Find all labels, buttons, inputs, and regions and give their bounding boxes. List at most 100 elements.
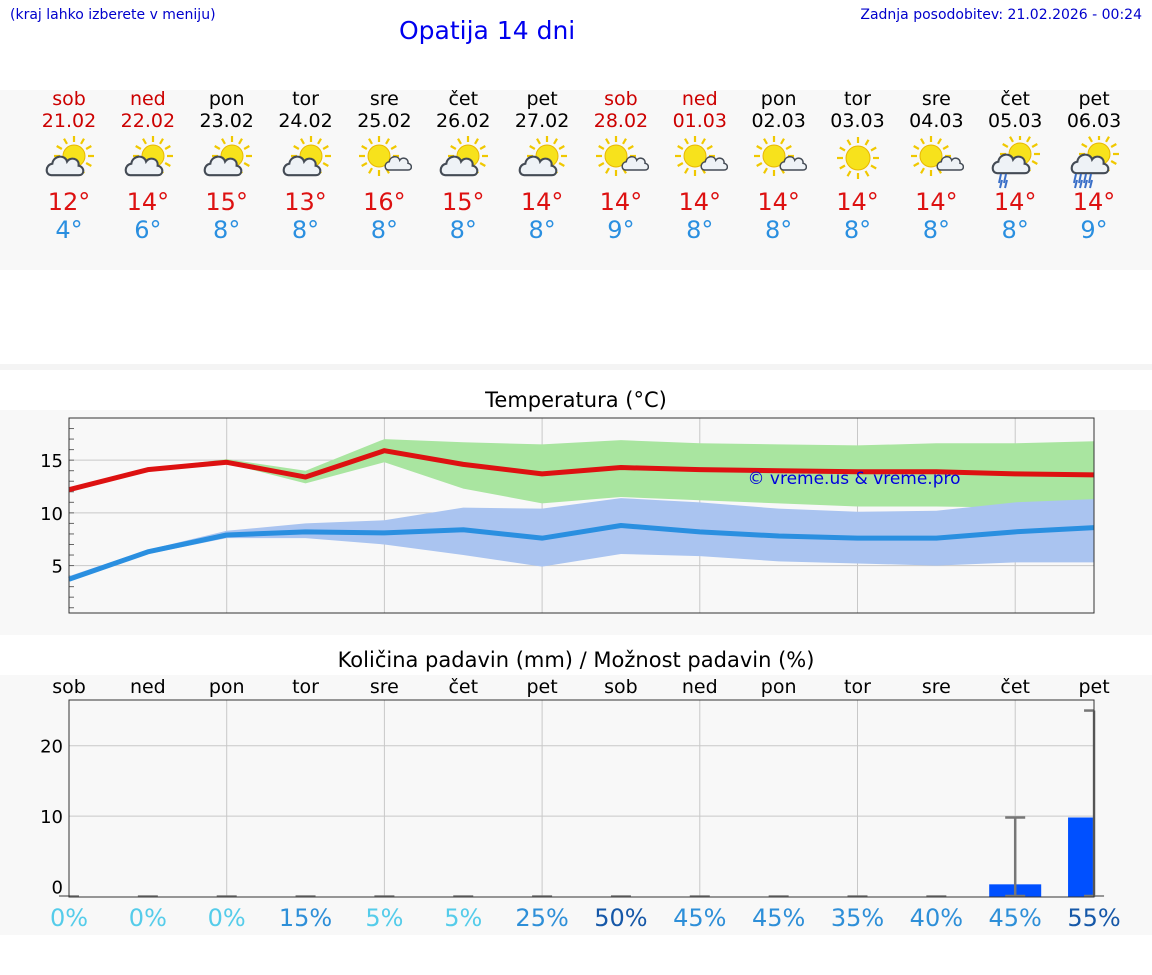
- rain-drops: [998, 173, 1009, 189]
- min-temperature: 8°: [291, 216, 320, 244]
- precip-day-label: sre: [921, 676, 951, 698]
- precip-probability: 40%: [909, 904, 964, 932]
- sun-small-cloud-icon: [753, 136, 807, 176]
- day-date: 03.03: [830, 110, 885, 132]
- min-temperature: 8°: [686, 216, 714, 244]
- sun-cloud-icon: [203, 136, 252, 177]
- day-name: sob: [604, 88, 638, 110]
- max-temperature: 14°: [915, 188, 958, 216]
- day-date: 21.02: [41, 110, 97, 132]
- max-temperature: 13°: [284, 188, 327, 216]
- temperature-chart-title: Temperatura (°C): [485, 388, 667, 412]
- sun-cloud-icon: [282, 136, 331, 177]
- precip-probability: 35%: [830, 904, 885, 932]
- sun-icon: [836, 137, 879, 179]
- day-date: 05.03: [987, 110, 1043, 132]
- min-temperature: 8°: [528, 216, 556, 244]
- precip-probability: 0%: [207, 904, 246, 932]
- max-temperature: 14°: [520, 188, 564, 216]
- min-temperature: 9°: [607, 216, 635, 244]
- day-name: čet: [448, 88, 479, 110]
- day-date: 26.02: [436, 110, 491, 132]
- sun-cloud-icon: [124, 136, 173, 177]
- page-title: Opatija 14 dni: [399, 16, 576, 45]
- cloud-shape: [700, 156, 728, 171]
- day-name: ned: [681, 88, 718, 110]
- forecast-day: tor 24.02 13° 8°: [266, 88, 346, 244]
- cloud-shape: [621, 156, 649, 171]
- cloud-shape: [384, 156, 413, 171]
- max-temperature-range: [69, 439, 1095, 511]
- max-temperature-line: [68, 448, 1095, 493]
- daily-forecast-strip: [0, 90, 1152, 270]
- day-name: čet: [1000, 88, 1030, 110]
- sun-cloud-icon: [518, 136, 568, 177]
- min-temperature: 8°: [922, 216, 950, 244]
- precip-day-label: sre: [369, 676, 399, 698]
- sun-cloud-icon: [439, 136, 489, 177]
- day-name: pet: [1078, 88, 1110, 110]
- precip-probability: 5%: [444, 904, 483, 932]
- min-temperature: 8°: [765, 216, 793, 244]
- forecast-day: pet 27.02 14° 8°: [502, 88, 582, 244]
- cloud-shape: [124, 155, 164, 177]
- max-temperature: 14°: [757, 188, 800, 216]
- precip-probability: 45%: [673, 904, 727, 932]
- min-temperature: 8°: [843, 216, 872, 244]
- day-date: 01.03: [672, 110, 727, 132]
- precipitation-chart: 0 10 20: [40, 699, 1105, 898]
- day-date: 25.02: [357, 110, 412, 132]
- cloud-shape: [1070, 153, 1110, 175]
- precip-probability: 50%: [594, 904, 648, 932]
- plot-border: [68, 417, 1095, 614]
- min-temperature-line: [68, 523, 1095, 582]
- day-name: pon: [208, 88, 245, 110]
- y-tick-label: 15: [40, 451, 63, 472]
- precipitation-chart-title: Količina padavin (mm) / Možnost padavin …: [337, 648, 815, 672]
- precip-day-label: sob: [604, 676, 638, 698]
- sun-cloud-rain-icon: [1070, 136, 1120, 189]
- temperature-chart: 5 10 15 © vreme.us & vreme.pro: [40, 417, 1095, 614]
- last-updated: Zadnja posodobitev: 21.02.2026 - 00:24: [860, 7, 1142, 23]
- max-temperature: 14°: [836, 188, 879, 216]
- rain-drops: [1073, 173, 1094, 189]
- precip-day-label: pon: [760, 676, 797, 698]
- day-date: 24.02: [278, 110, 333, 132]
- cloud-shape: [282, 155, 321, 177]
- max-temperature: 15°: [205, 188, 248, 216]
- sun-cloud-light-rain-icon: [991, 136, 1041, 189]
- min-temperature: 8°: [1001, 216, 1029, 244]
- forecast-day: pet 06.03 14° 9°: [1054, 88, 1134, 244]
- precip-probability: 45%: [988, 904, 1042, 932]
- precip-day-label: pet: [1078, 676, 1110, 698]
- max-temperature: 14°: [1072, 188, 1116, 216]
- precip-probability: 25%: [515, 904, 569, 932]
- day-date: 04.03: [909, 110, 964, 132]
- day-name: sre: [921, 88, 951, 110]
- y-tick-label: 0: [52, 877, 63, 898]
- sun-small-cloud-icon: [595, 136, 649, 176]
- day-name: pon: [760, 88, 797, 110]
- section-divider: [0, 364, 1152, 370]
- precip-day-label: čet: [1000, 676, 1030, 698]
- precip-probability: 0%: [128, 904, 167, 932]
- cloud-shape: [991, 153, 1031, 175]
- max-temperature: 15°: [441, 188, 485, 216]
- precip-day-label: ned: [681, 676, 718, 698]
- y-tick-label: 10: [40, 504, 63, 525]
- forecast-day: sre 25.02 16° 8°: [344, 88, 424, 244]
- cloud-shape: [45, 155, 85, 177]
- sun-shape: [836, 137, 879, 179]
- forecast-day: ned 01.03 14° 8°: [660, 88, 740, 244]
- day-name: sre: [369, 88, 399, 110]
- forecast-day: pon 23.02 15° 8°: [187, 88, 267, 244]
- watermark: © vreme.us & vreme.pro: [747, 469, 960, 489]
- min-temperature: 8°: [449, 216, 477, 244]
- min-temperature: 4°: [55, 216, 83, 244]
- precip-probability: 0%: [49, 904, 89, 932]
- cloud-shape: [518, 155, 558, 177]
- sun-small-cloud-icon: [674, 136, 728, 176]
- forecast-day: sre 04.03 14° 8°: [896, 88, 976, 244]
- forecast-day: sob 21.02 12° 4°: [29, 88, 109, 244]
- location-hint: (kraj lahko izberete v meniju): [10, 7, 216, 23]
